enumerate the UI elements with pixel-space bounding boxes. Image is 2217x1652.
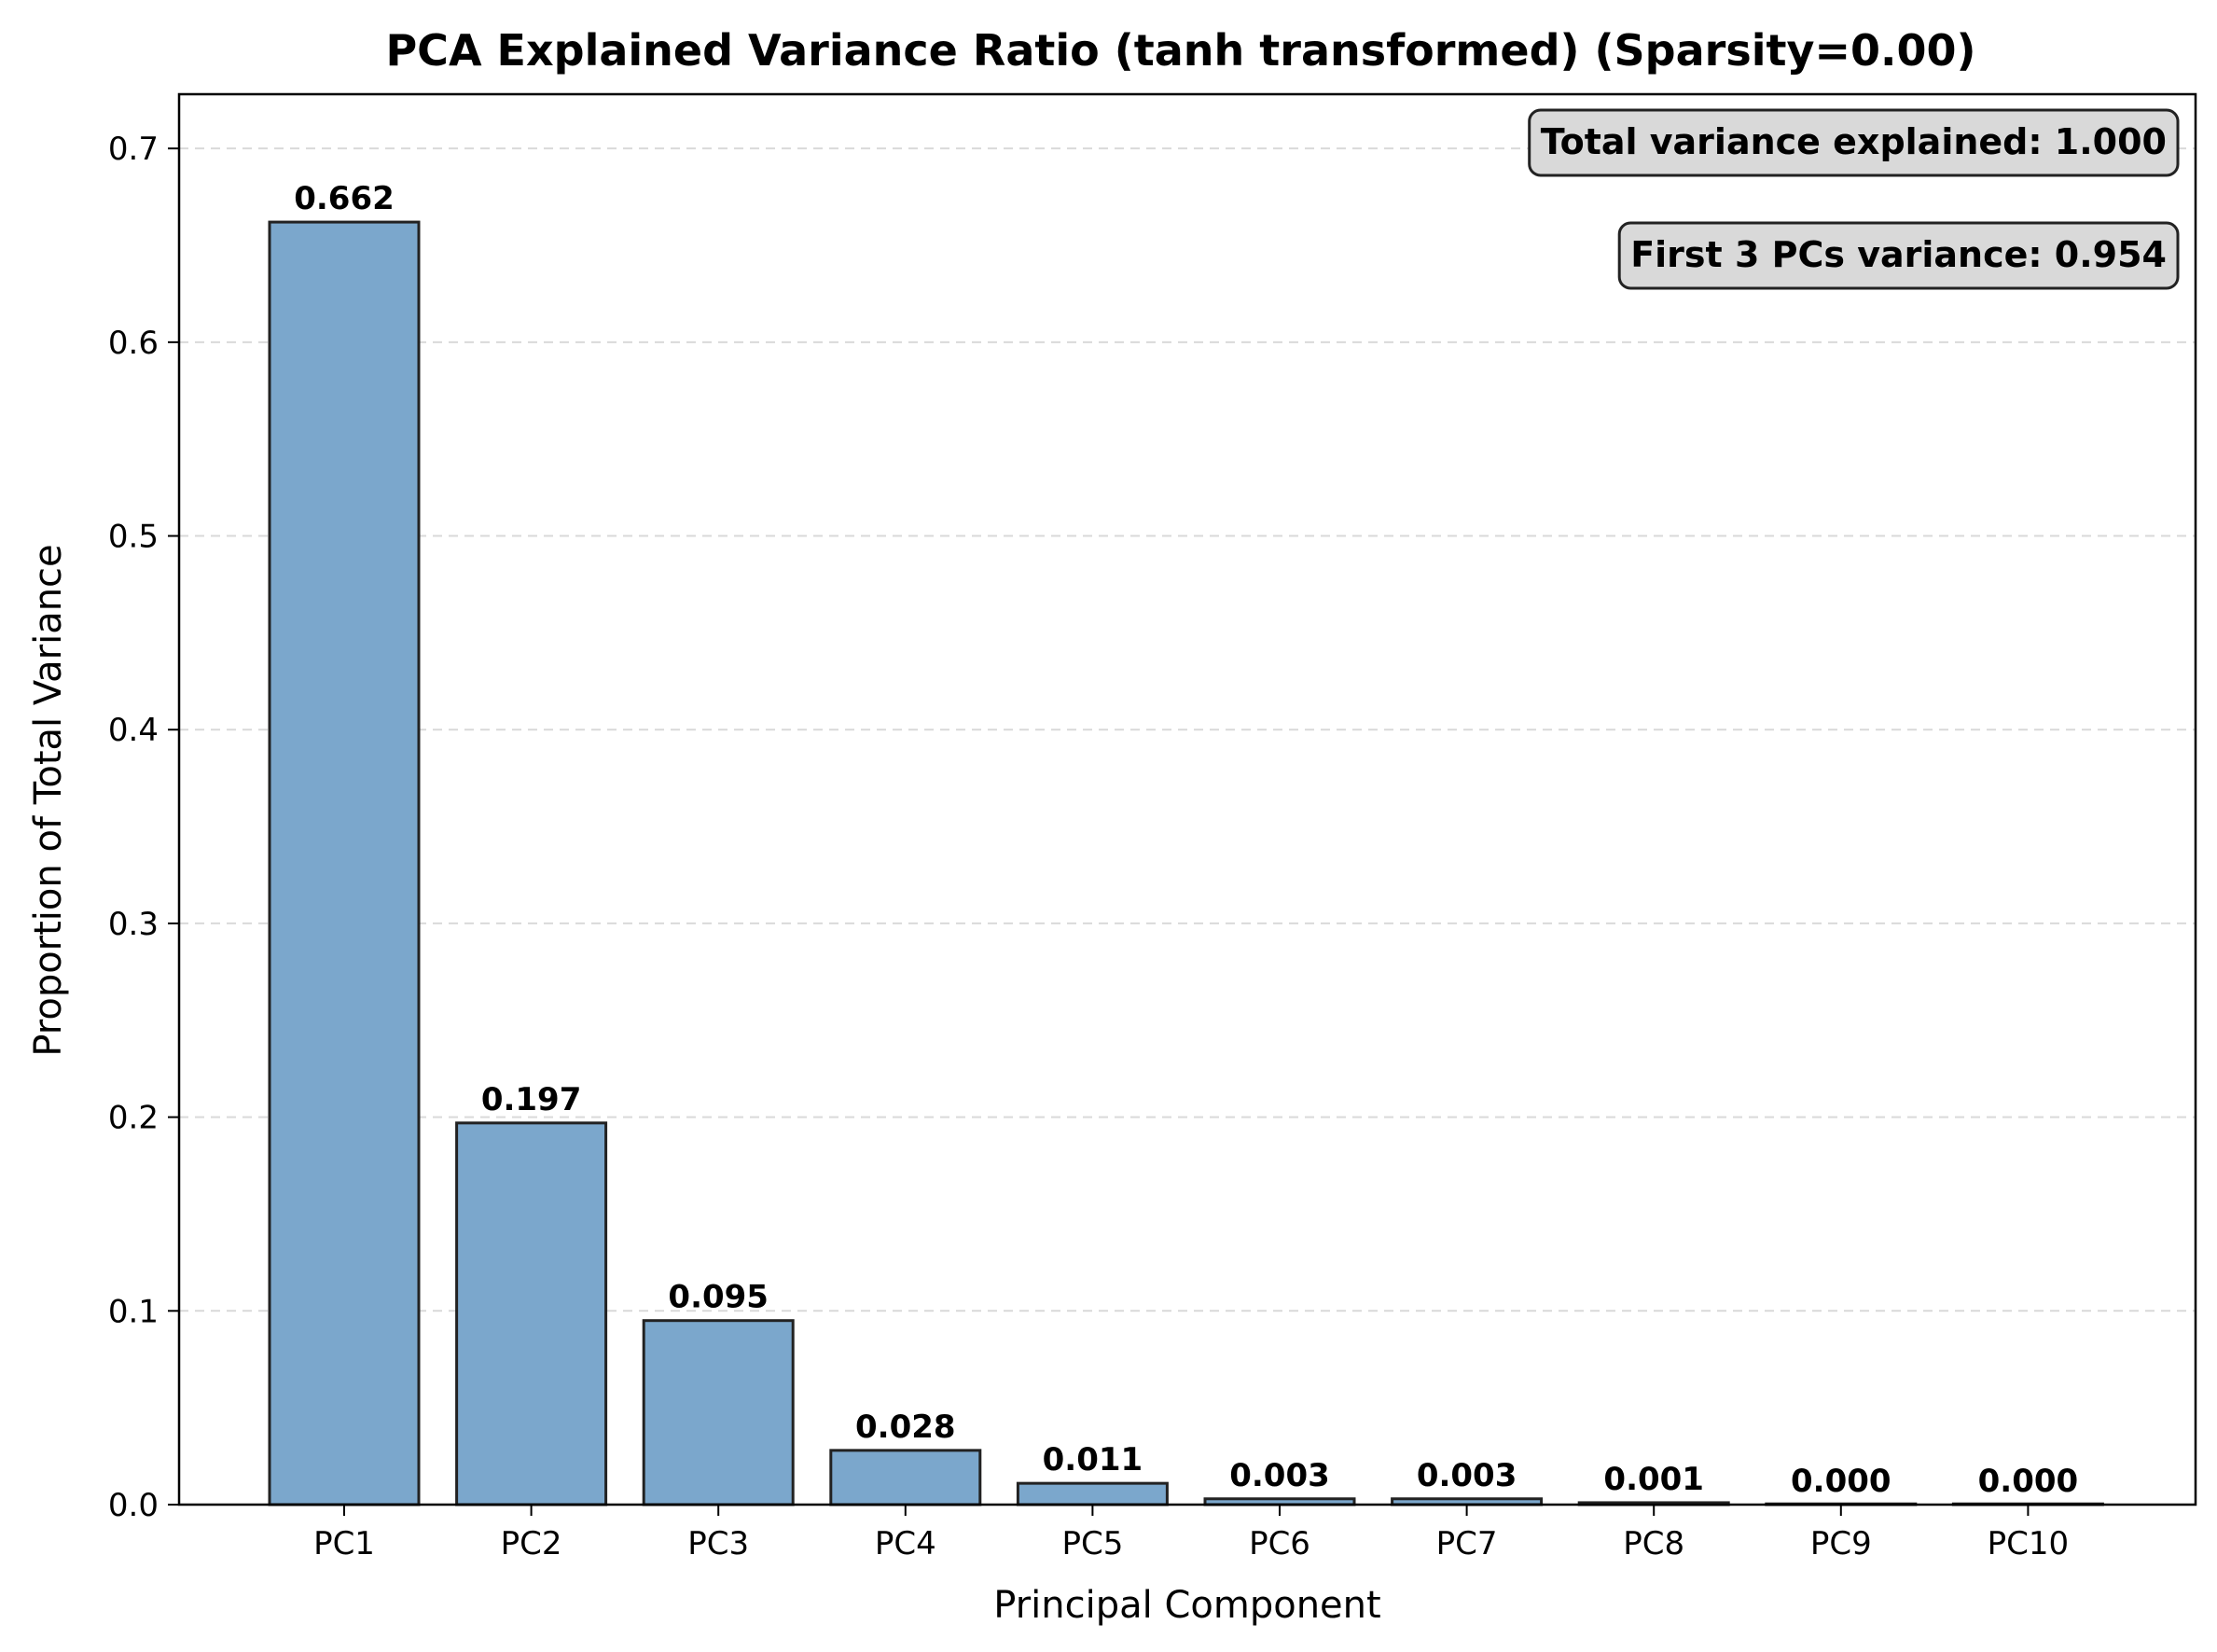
annotation-box bbox=[1528, 108, 2180, 177]
bar-value-label: 0.197 bbox=[481, 1081, 582, 1118]
x-axis-ticks: PC1 PC2 PC3 PC4 PC5 PC6 PC7 PC8 PC9 PC10 bbox=[313, 1505, 2069, 1562]
bars bbox=[268, 220, 2104, 1506]
chart-title: PCA Explained Variance Ratio (tanh trans… bbox=[385, 25, 1975, 76]
y-tick-label: 0.3 bbox=[108, 906, 159, 943]
x-tick-label: PC3 bbox=[687, 1525, 749, 1562]
x-tick-label: PC9 bbox=[1810, 1525, 1872, 1562]
y-axis-label: Proportion of Total Variance bbox=[27, 544, 70, 1056]
bar-value-label: 0.003 bbox=[1417, 1457, 1517, 1494]
bar-value-label: 0.001 bbox=[1603, 1461, 1704, 1498]
bar-value-label: 0.000 bbox=[1978, 1463, 2079, 1500]
grid-lines bbox=[179, 147, 2196, 1312]
y-tick-label: 0.7 bbox=[108, 131, 159, 168]
y-axis-ticks: 0.0 0.1 0.2 0.3 0.4 0.5 0.6 0.7 bbox=[108, 131, 179, 1524]
annotation-box bbox=[1617, 221, 2180, 290]
annotation-text: Total variance explained: 1.000 bbox=[1541, 121, 2167, 162]
x-tick-label: PC1 bbox=[313, 1525, 375, 1562]
y-tick-label: 0.5 bbox=[108, 519, 159, 556]
bar-value-label: 0.011 bbox=[1043, 1441, 1143, 1478]
y-tick-label: 0.4 bbox=[108, 712, 159, 749]
x-tick-label: PC5 bbox=[1061, 1525, 1123, 1562]
annotation-text: First 3 PCs variance: 0.954 bbox=[1630, 234, 2167, 275]
x-tick-label: PC8 bbox=[1623, 1525, 1684, 1562]
bar-value-labels: 0.662 0.197 0.095 0.028 0.011 0.003 0.003 0.001… bbox=[294, 180, 2078, 1500]
bar-value-label: 0.028 bbox=[855, 1409, 956, 1446]
bar-value-label: 0.095 bbox=[668, 1279, 769, 1316]
bar-pc2 bbox=[455, 1121, 608, 1506]
bar-value-label: 0.000 bbox=[1791, 1463, 1891, 1500]
bar-value-label: 0.662 bbox=[294, 180, 395, 217]
bar-pc4 bbox=[829, 1449, 982, 1506]
bar-pc3 bbox=[642, 1319, 795, 1506]
y-tick-label: 0.0 bbox=[108, 1487, 159, 1524]
total-variance-annotation: Total variance explained: 1.000 bbox=[1528, 108, 2180, 177]
y-tick-label: 0.1 bbox=[108, 1293, 159, 1330]
x-tick-label: PC6 bbox=[1249, 1525, 1310, 1562]
annotation-boxes: Total variance explained: 1.000 First 3 P… bbox=[1528, 108, 2180, 290]
y-tick-label: 0.2 bbox=[108, 1100, 159, 1137]
x-axis-label: Principal Component bbox=[993, 1584, 1380, 1627]
bar-pc1 bbox=[268, 220, 421, 1506]
plot-frame bbox=[177, 92, 2197, 1506]
x-tick-label: PC4 bbox=[875, 1525, 936, 1562]
first-3-pcs-annotation: First 3 PCs variance: 0.954 bbox=[1617, 221, 2180, 290]
x-tick-label: PC7 bbox=[1436, 1525, 1498, 1562]
bar-value-label: 0.003 bbox=[1229, 1457, 1330, 1494]
y-tick-label: 0.6 bbox=[108, 325, 159, 362]
x-tick-label: PC2 bbox=[501, 1525, 562, 1562]
x-tick-label: PC10 bbox=[1988, 1525, 2070, 1562]
bar-pc5 bbox=[1016, 1481, 1169, 1506]
